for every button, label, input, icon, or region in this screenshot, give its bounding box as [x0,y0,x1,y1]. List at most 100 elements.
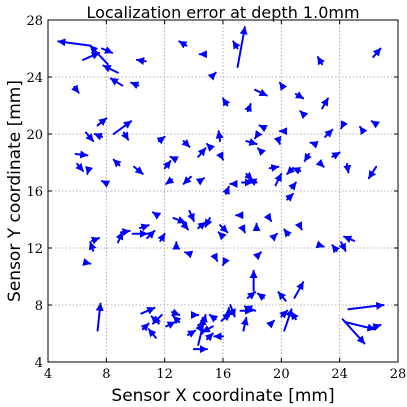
error-arrow [135,57,147,66]
error-arrow [216,151,224,161]
error-arrow [165,321,176,329]
x-tick-label: 4 [44,367,52,382]
error-arrow [217,231,227,241]
error-arrow [269,232,278,242]
error-arrow [299,110,309,120]
error-arrow [303,152,312,163]
error-arrow [372,47,382,59]
error-arrow [147,328,157,339]
error-arrow [93,132,103,141]
error-arrow [181,138,191,148]
error-arrow [309,140,319,149]
y-tick-label: 8 [35,299,43,314]
error-arrow [277,291,287,302]
error-arrow [254,130,263,140]
error-arrow [187,329,197,338]
error-arrow [156,135,166,145]
error-arrow [71,84,80,94]
error-arrow [236,26,248,69]
error-arrow [273,135,282,145]
y-axis-label: Sensor Y coordinate [mm] [5,80,25,302]
y-tick-label: 16 [26,185,43,200]
error-arrow [331,244,340,254]
y-tick-label: 12 [26,242,43,257]
error-arrow [341,318,366,345]
error-arrow [222,97,231,107]
error-arrow [140,306,156,315]
ticks: 4 8 12 16 20 24 28 4 8 12 16 20 24 28 [26,14,406,382]
error-arrow [292,167,302,175]
x-tick-label: 8 [102,367,110,382]
error-arrow [215,130,224,143]
error-arrow [338,241,347,252]
error-arrow [184,250,194,259]
error-arrow [266,319,276,329]
error-arrow [245,138,258,146]
error-arrow [207,71,217,81]
error-arrow [320,97,329,110]
error-arrow [112,158,122,168]
error-arrow [165,176,175,185]
error-arrow [162,160,172,170]
error-arrow [324,128,334,138]
error-arrow [283,228,292,238]
error-arrow [82,51,101,61]
error-arrow [57,38,92,47]
error-arrow [133,165,144,175]
error-arrow [85,165,94,175]
error-arrow [279,309,289,319]
error-arrow [228,304,236,318]
error-arrow [178,40,188,49]
error-arrow [170,308,181,317]
y-tick-label: 20 [26,128,43,143]
error-arrow [294,91,305,100]
error-arrow [246,291,257,300]
error-arrow [138,223,150,232]
error-arrow [293,281,305,299]
error-arrow [268,163,280,172]
error-arrow [75,162,84,173]
x-tick-label: 12 [156,367,173,382]
error-arrow [146,229,156,240]
error-arrow [109,77,124,87]
error-arrow [204,217,213,228]
error-arrow [182,175,192,185]
error-arrow [257,292,267,302]
error-arrow [244,171,254,181]
error-arrow [222,256,230,267]
error-arrow [367,165,378,180]
x-axis-label: Sensor X coordinate [mm] [111,386,334,406]
error-arrow [195,177,206,186]
error-arrow [169,155,179,164]
error-arrow [187,209,195,222]
error-arrow [294,221,303,231]
error-arrow [140,322,150,332]
error-arrow [197,147,207,158]
error-arrow [89,44,109,66]
error-arrow [172,315,182,325]
error-arrow [201,325,214,334]
error-arrow [100,46,114,54]
error-arrow [88,241,97,252]
error-arrow [340,120,348,130]
error-arrow [210,252,219,262]
error-arrow [95,302,104,332]
error-arrow [274,172,283,187]
x-tick-label: 16 [215,367,232,382]
error-arrow [84,131,95,143]
error-arrow [130,81,140,90]
chart-title: Localization error at depth 1.0mm [86,3,359,22]
error-arrow [240,316,249,332]
error-arrow [316,56,325,66]
error-arrow [343,235,356,244]
error-arrow [82,258,92,266]
x-tick-label: 28 [390,367,407,382]
error-arrow [74,150,89,159]
arrows [57,26,385,354]
error-arrow [257,147,266,157]
error-arrow [172,216,187,224]
error-arrow [254,88,268,97]
error-arrow [96,117,108,127]
error-arrow [285,192,294,202]
